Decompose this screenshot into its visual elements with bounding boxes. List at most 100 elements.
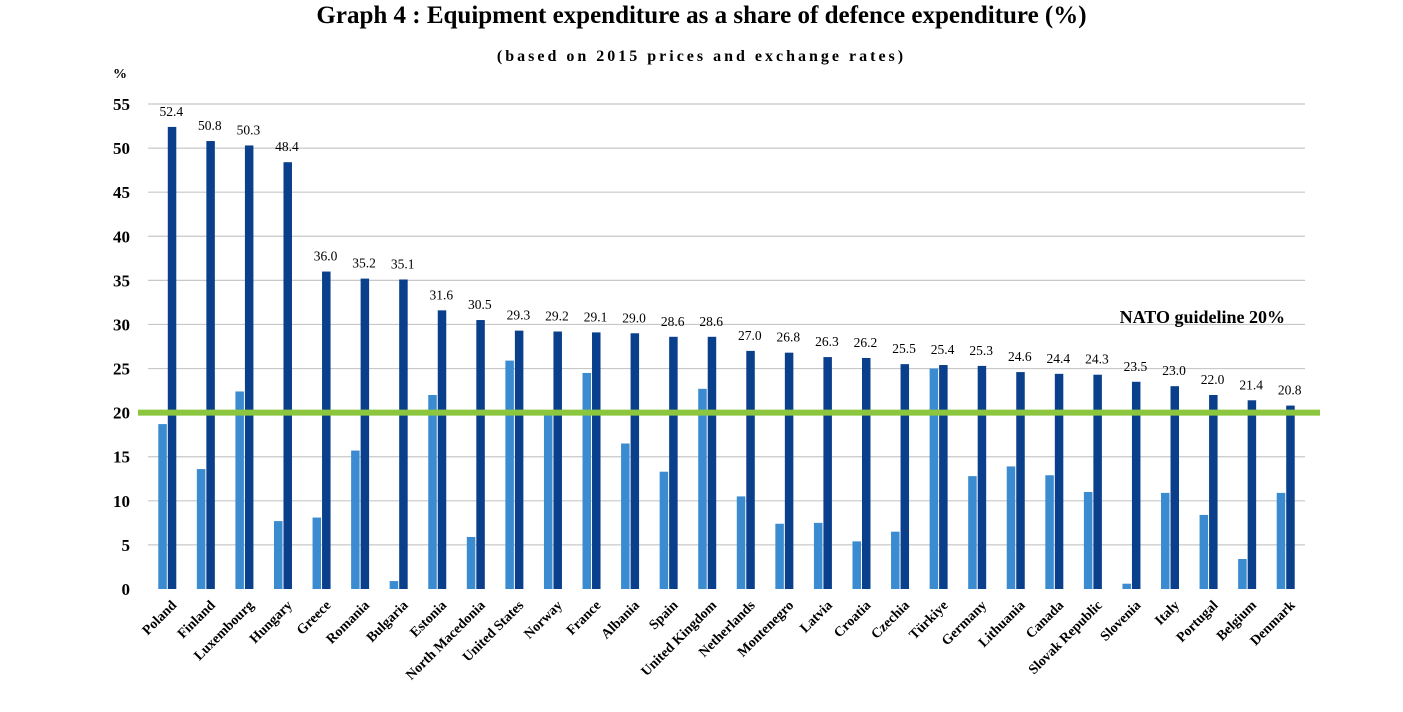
- x-category-label: Spain: [647, 598, 682, 633]
- x-category-label: Latvia: [798, 598, 836, 636]
- bar-series1: [813, 522, 823, 589]
- x-category-label: Norway: [522, 598, 566, 642]
- x-category-label: Croatia: [831, 598, 874, 641]
- data-label: 48.4: [275, 139, 299, 154]
- x-category-label: Slovak Republic: [1026, 598, 1106, 678]
- y-axis-ticks: 0 5 10 15 20 25 30 35 40 45 50 55: [113, 95, 130, 599]
- bar-series2: [360, 278, 370, 589]
- bar-series2: [707, 336, 717, 589]
- bars: [158, 126, 1295, 590]
- bar-series1: [582, 372, 592, 589]
- bar-series2: [630, 333, 640, 589]
- bar-series1: [1161, 492, 1170, 589]
- bar-series1: [1083, 492, 1093, 589]
- data-label: 36.0: [314, 249, 338, 264]
- bar-series2: [437, 310, 447, 589]
- y-tick-label: 55: [113, 95, 130, 114]
- bar-series2: [283, 162, 292, 589]
- x-category-label: Portugal: [1174, 598, 1222, 646]
- bar-series2: [1247, 400, 1257, 589]
- bar-series2: [900, 364, 910, 589]
- bar-series1: [273, 521, 283, 589]
- bar-series1: [1122, 583, 1131, 589]
- bar-series2: [206, 141, 215, 589]
- bar-series1: [1006, 466, 1016, 589]
- bar-series1: [505, 360, 514, 589]
- y-tick-label: 35: [113, 271, 130, 290]
- bar-series2: [977, 365, 987, 589]
- data-label: 25.5: [892, 341, 916, 356]
- bar-series1: [1238, 559, 1247, 589]
- x-category-label: Italy: [1152, 598, 1182, 628]
- bar-series2: [1209, 395, 1218, 589]
- y-tick-label: 5: [122, 536, 131, 555]
- data-label: 35.1: [391, 256, 415, 271]
- bar-series2: [167, 126, 177, 589]
- data-label: 24.6: [1008, 349, 1032, 364]
- bar-series1: [852, 541, 861, 589]
- y-tick-label: 10: [113, 492, 130, 511]
- bar-series1: [196, 469, 206, 589]
- x-category-label: Albania: [599, 598, 643, 642]
- data-label: 25.3: [969, 343, 993, 358]
- bar-series1: [621, 443, 630, 589]
- bar-series2: [939, 365, 948, 589]
- bar-series2: [476, 320, 485, 589]
- bar-series2: [823, 357, 832, 589]
- bar-series1: [775, 523, 784, 589]
- bar-series1: [1199, 514, 1209, 589]
- data-label: 26.8: [777, 330, 801, 345]
- data-label: 31.6: [429, 287, 453, 302]
- bar-series1: [659, 471, 669, 589]
- bar-series1: [351, 450, 360, 589]
- bar-series1: [389, 581, 399, 589]
- y-tick-label: 15: [113, 448, 130, 467]
- bar-series2: [1170, 386, 1180, 589]
- bar-series1: [158, 424, 167, 589]
- bar-series2: [669, 336, 678, 589]
- bar-series1: [428, 395, 437, 589]
- nato-guideline-label: NATO guideline 20%: [1120, 307, 1285, 327]
- bar-series2: [1131, 381, 1141, 589]
- bar-series2: [784, 352, 794, 589]
- bar-series1: [235, 391, 244, 589]
- y-tick-label: 40: [113, 227, 130, 246]
- chart-title: Graph 4 : Equipment expenditure as a sha…: [316, 2, 1087, 29]
- x-category-label: Czechia: [869, 598, 913, 642]
- data-label: 25.4: [931, 342, 955, 357]
- bar-series1: [466, 536, 476, 589]
- bar-series2: [1054, 373, 1064, 589]
- x-category-label: Slovenia: [1098, 598, 1144, 644]
- bar-series1: [736, 496, 746, 589]
- y-tick-label: 0: [122, 580, 131, 599]
- chart-subtitle: (based on 2015 prices and exchange rates…: [496, 48, 907, 65]
- data-label: 26.2: [854, 335, 878, 350]
- data-label: 27.0: [738, 328, 762, 343]
- bar-series2: [1093, 374, 1102, 589]
- data-labels: 52.4 50.8 50.3 48.4 36.0 35.2 35.1 31.6 30.5 29.3…: [159, 104, 1301, 398]
- data-label: 29.2: [545, 309, 569, 324]
- data-label: 22.0: [1201, 372, 1225, 387]
- data-label: 23.5: [1124, 359, 1148, 374]
- y-tick-label: 20: [113, 404, 130, 423]
- bar-series2: [514, 330, 524, 589]
- bar-series1: [543, 412, 553, 589]
- data-label: 24.3: [1085, 352, 1109, 367]
- data-label: 28.6: [661, 314, 685, 329]
- x-category-label: Hungary: [247, 598, 296, 647]
- bar-series2: [399, 279, 408, 589]
- bar-series2: [553, 331, 562, 589]
- data-label: 52.4: [159, 104, 183, 119]
- data-label: 29.0: [622, 310, 646, 325]
- bar-series2: [746, 350, 755, 589]
- data-label: 26.3: [815, 334, 839, 349]
- bar-series1: [1276, 492, 1286, 589]
- data-label: 35.2: [352, 256, 376, 271]
- bar-series2: [592, 332, 601, 589]
- bar-series1: [1045, 475, 1054, 589]
- x-category-label: Bulgaria: [364, 598, 411, 645]
- data-label: 28.6: [699, 314, 723, 329]
- y-tick-label: 30: [113, 315, 130, 334]
- bar-series2: [1286, 405, 1295, 589]
- y-tick-label: 50: [113, 139, 130, 158]
